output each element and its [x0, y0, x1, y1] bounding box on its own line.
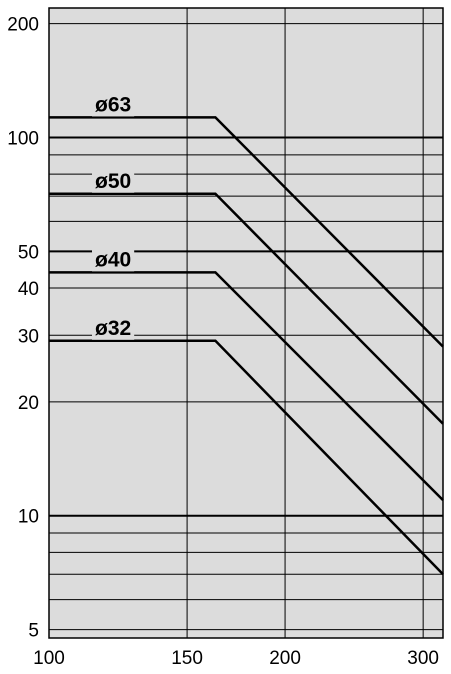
x-tick-label: 300 [407, 648, 439, 669]
series-label: ø32 [95, 317, 131, 340]
y-tick-label: 50 [18, 242, 39, 263]
grid [49, 8, 443, 638]
x-tick-label: 150 [171, 648, 203, 669]
x-tick-label: 100 [33, 648, 65, 669]
series-label: ø50 [95, 170, 131, 193]
plot-frame [48, 7, 444, 639]
series-line [49, 339, 444, 576]
y-tick-label: 100 [7, 129, 39, 150]
series-label-bg [92, 248, 135, 272]
y-tick-label: 10 [18, 507, 39, 528]
x-tick-label: 200 [269, 648, 301, 669]
series-label: ø40 [95, 248, 131, 271]
y-tick-label: 30 [18, 326, 39, 347]
y-axis-ticks: 5 10 20 30 40 50 100 200 [7, 15, 39, 642]
y-tick-label: 40 [18, 279, 39, 300]
x-axis-ticks: 100 150 200 300 [33, 648, 439, 669]
series-labels: ø63 ø50 ø40 ø32 [92, 93, 135, 340]
series-label-bg [92, 93, 135, 117]
series-line [49, 271, 444, 501]
y-tick-label: 200 [7, 15, 39, 36]
series-label-bg [92, 316, 135, 340]
series-label: ø63 [95, 93, 131, 116]
series-layer [49, 116, 444, 576]
y-tick-label: 5 [28, 621, 39, 642]
y-tick-label: 20 [18, 393, 39, 414]
series-line [49, 192, 444, 425]
series-line [49, 116, 444, 348]
series-label-bg [92, 169, 135, 193]
